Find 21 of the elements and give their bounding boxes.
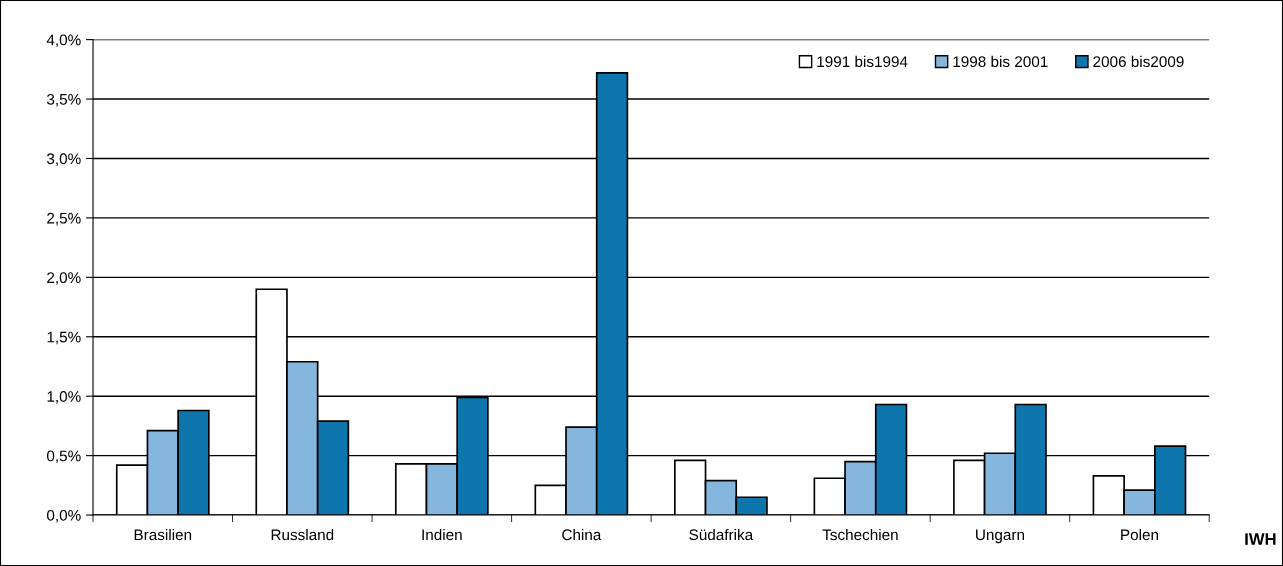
y-tick-label: 3,5% [46,93,81,107]
y-tick-label: 3,0% [46,153,81,166]
legend-label: 2006 bis2009 [1093,55,1184,68]
y-tick-label: 1,5% [47,331,81,345]
x-tick-label: Polen [1121,528,1159,541]
x-tick-label: Brasilien [134,528,192,541]
x-tick-label: Südafrika [689,528,754,541]
y-tick-label: 0,5% [46,450,81,464]
x-tick-label: China [562,528,602,541]
x-tick-label: Ungarn [976,529,1024,544]
x-tick-label: Russland [271,528,334,541]
x-tick-label: Indien [422,528,462,541]
y-tick-label: 2,5% [47,212,81,226]
x-tick-label: Tschechien [822,528,898,541]
y-tick-label: 2,0% [47,272,81,285]
y-tick-label: 1,0% [47,391,81,404]
legend-label: 1998 bis 2001 [953,55,1048,68]
y-tick-label: 4,0% [46,34,81,48]
text: IWH [1245,533,1276,545]
legend-label: 1991 bis1994 [817,55,908,68]
y-tick-label: 0,0% [46,509,81,523]
